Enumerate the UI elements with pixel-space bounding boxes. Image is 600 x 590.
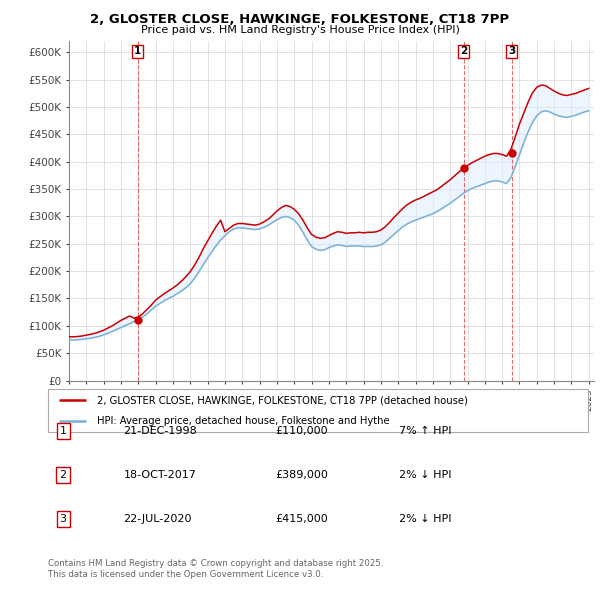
- Text: £389,000: £389,000: [275, 470, 328, 480]
- Text: Price paid vs. HM Land Registry's House Price Index (HPI): Price paid vs. HM Land Registry's House …: [140, 25, 460, 35]
- Text: 21-DEC-1998: 21-DEC-1998: [124, 426, 197, 435]
- Text: Contains HM Land Registry data © Crown copyright and database right 2025.
This d: Contains HM Land Registry data © Crown c…: [48, 559, 383, 579]
- Text: 1: 1: [134, 47, 141, 57]
- Text: 2, GLOSTER CLOSE, HAWKINGE, FOLKESTONE, CT18 7PP: 2, GLOSTER CLOSE, HAWKINGE, FOLKESTONE, …: [91, 13, 509, 26]
- Text: 18-OCT-2017: 18-OCT-2017: [124, 470, 196, 480]
- Text: 1: 1: [59, 426, 67, 435]
- FancyBboxPatch shape: [48, 389, 588, 432]
- Text: 2: 2: [59, 470, 67, 480]
- Text: 2, GLOSTER CLOSE, HAWKINGE, FOLKESTONE, CT18 7PP (detached house): 2, GLOSTER CLOSE, HAWKINGE, FOLKESTONE, …: [97, 395, 467, 405]
- Text: 2% ↓ HPI: 2% ↓ HPI: [399, 514, 452, 524]
- Text: 2% ↓ HPI: 2% ↓ HPI: [399, 470, 452, 480]
- Text: 22-JUL-2020: 22-JUL-2020: [124, 514, 192, 524]
- Text: HPI: Average price, detached house, Folkestone and Hythe: HPI: Average price, detached house, Folk…: [97, 417, 389, 426]
- Text: £415,000: £415,000: [275, 514, 328, 524]
- Text: 2: 2: [460, 47, 467, 57]
- Text: 7% ↑ HPI: 7% ↑ HPI: [399, 426, 452, 435]
- Text: 3: 3: [508, 47, 515, 57]
- Text: 3: 3: [59, 514, 67, 524]
- Text: £110,000: £110,000: [275, 426, 328, 435]
